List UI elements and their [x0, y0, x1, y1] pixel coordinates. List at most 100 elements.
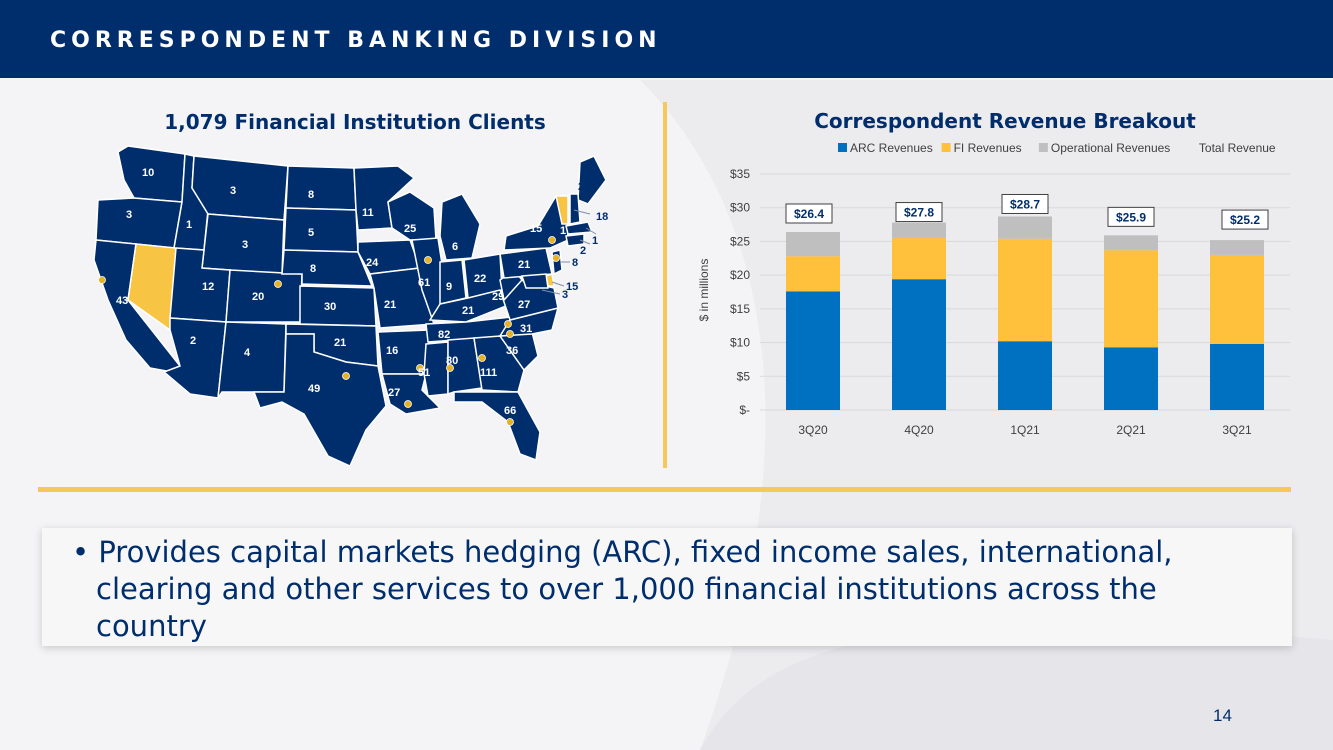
- bar-segment: [998, 216, 1052, 239]
- label-az: 2: [190, 335, 196, 347]
- y-tick-label: $-: [739, 403, 750, 417]
- us-map: 10 3 43 1 3 3 12 2 20 4 8 5 8 30 21 49 1…: [93, 145, 608, 467]
- label-de: 15: [566, 281, 578, 293]
- legend-label: ARC Revenues: [850, 141, 933, 155]
- y-axis-label: $ in millions: [697, 259, 711, 322]
- office-markers: [98, 236, 560, 426]
- y-axis-ticks: $- $5 $10 $15 $20 $25 $30 $35: [730, 167, 750, 417]
- total-label-text: $25.2: [1230, 213, 1260, 227]
- label-ct: 2: [580, 245, 586, 257]
- bar-segment: [1210, 240, 1264, 255]
- label-mo: 21: [384, 299, 396, 311]
- label-in: 9: [446, 281, 452, 293]
- state-nm: [217, 321, 287, 399]
- state-tx: [252, 333, 387, 467]
- chart-bars: [786, 216, 1264, 410]
- label-va: 27: [518, 299, 530, 311]
- legend-label: Operational Revenues: [1051, 141, 1170, 155]
- legend-label: FI Revenues: [954, 141, 1022, 155]
- bar-segment: [786, 231, 840, 257]
- total-label-box: [785, 203, 833, 224]
- label-mn: 11: [362, 207, 374, 219]
- bar-segment: [1104, 347, 1158, 410]
- total-label-box: [1221, 209, 1269, 230]
- state-ga: [473, 335, 525, 393]
- bar-segment: [892, 279, 946, 410]
- state-ms: [423, 341, 449, 397]
- bar-segment: [1104, 235, 1158, 251]
- label-wa: 10: [142, 167, 154, 179]
- state-mo: [369, 267, 435, 329]
- y-tick-label: $25: [730, 234, 750, 248]
- state-ct: [565, 233, 585, 247]
- y-tick-label: $20: [730, 268, 750, 282]
- state-in: [439, 259, 467, 305]
- header-bar: CORRESPONDENT BANKING DIVISION: [0, 0, 1333, 78]
- label-wi: 25: [404, 223, 416, 235]
- map-title: 1,079 Financial Institution Clients: [164, 110, 546, 134]
- label-il: 61: [418, 277, 430, 289]
- label-ut: 12: [202, 281, 214, 293]
- label-ks: 30: [324, 301, 336, 313]
- legend-swatch: [1038, 143, 1048, 152]
- state-vt: [555, 195, 569, 225]
- label-sd: 5: [308, 227, 314, 239]
- total-label: $25.2: [1221, 209, 1269, 230]
- label-vt: 1: [560, 225, 566, 237]
- state-nh: [569, 193, 581, 225]
- leader-lines: [541, 209, 597, 295]
- label-ar: 16: [386, 345, 398, 357]
- legend-swatch: [838, 143, 847, 152]
- y-tick-label: $35: [730, 167, 750, 181]
- x-tick-label: 3Q20: [798, 423, 828, 437]
- label-ky: 21: [462, 305, 474, 317]
- label-al: 80: [446, 355, 458, 367]
- state-sd: [283, 207, 359, 253]
- state-mi: [439, 193, 481, 261]
- label-sc: 36: [506, 345, 518, 357]
- total-label-text: $25.9: [1116, 210, 1146, 224]
- horizontal-divider: [38, 487, 1291, 492]
- y-tick-label: $5: [737, 369, 751, 383]
- x-axis-ticks: 3Q20 4Q20 1Q21 2Q21 3Q21: [798, 423, 1252, 437]
- chart-title: Correspondent Revenue Breakout: [814, 109, 1196, 133]
- label-nd: 8: [308, 189, 314, 201]
- label-tx: 49: [308, 383, 320, 395]
- bar-segment: [892, 222, 946, 239]
- total-label: $26.4: [785, 203, 833, 224]
- x-tick-label: 3Q21: [1222, 423, 1252, 437]
- total-label: $25.9: [1107, 206, 1155, 227]
- x-tick-label: 2Q21: [1116, 423, 1146, 437]
- label-ga: 111: [480, 367, 497, 379]
- total-label-text: $26.4: [794, 207, 824, 221]
- bar-segment: [1210, 254, 1264, 344]
- total-label: $28.7: [1001, 193, 1049, 214]
- x-tick-label: 1Q21: [1010, 423, 1040, 437]
- label-mi: 6: [452, 241, 458, 253]
- label-fl: 66: [504, 405, 516, 417]
- label-ms: 51: [418, 367, 430, 379]
- state-ks: [299, 285, 377, 327]
- label-nc: 31: [520, 323, 532, 335]
- label-ok: 21: [334, 337, 346, 349]
- bar-segment: [892, 238, 946, 280]
- total-label-box: [895, 202, 943, 223]
- bar-segment: [786, 256, 840, 292]
- state-al: [447, 337, 483, 396]
- label-md: 3: [562, 289, 568, 301]
- label-wy: 3: [242, 239, 248, 251]
- bar-segment: [1210, 343, 1264, 410]
- label-nm: 4: [244, 347, 251, 359]
- legend-swatch: [941, 143, 951, 152]
- label-ne: 8: [310, 263, 316, 275]
- page-number: 14: [1213, 706, 1232, 725]
- legend-label-total: Total Revenue: [1199, 141, 1276, 155]
- total-label-text: $27.8: [904, 206, 934, 220]
- label-ma: 1: [592, 235, 598, 247]
- total-label-box: [1001, 193, 1049, 214]
- label-ny: 15: [530, 223, 542, 235]
- bar-segment: [998, 341, 1052, 410]
- label-la: 27: [388, 387, 400, 399]
- label-pa: 21: [518, 259, 530, 271]
- label-nh: 18: [596, 211, 608, 223]
